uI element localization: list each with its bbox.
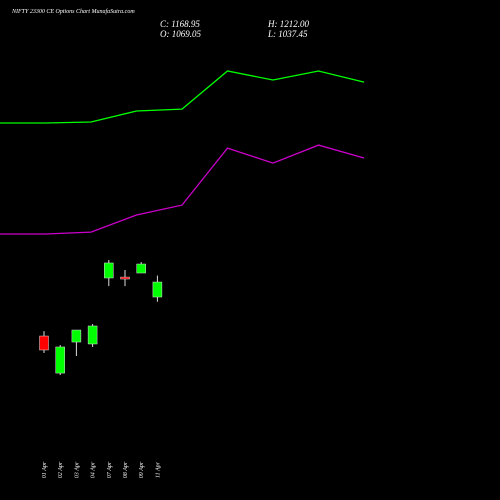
x-tick-label: 11 Apr (155, 461, 161, 478)
summary-close: C: 1168.95 (160, 19, 200, 29)
candle-body (55, 346, 65, 374)
summary-open: O: 1069.05 (160, 29, 201, 39)
x-tick-label: 03 Apr (74, 461, 80, 478)
summary-low: L: 1037.45 (267, 29, 308, 39)
x-tick-label: 07 Apr (107, 461, 113, 478)
candle-body (71, 329, 82, 343)
x-tick-label: 02 Apr (58, 461, 64, 478)
summary-high: H: 1212.00 (267, 19, 309, 29)
candle-body (120, 276, 130, 280)
candle-body (136, 263, 146, 274)
x-tick-label: 01 Apr (42, 461, 48, 478)
candle-body (87, 325, 98, 345)
candle-body (104, 262, 114, 279)
chart-title: NIFTY 23300 CE Options Chart MunafaSutra… (11, 8, 135, 15)
x-tick-label: 08 Apr (123, 461, 129, 478)
candle-body (152, 281, 163, 298)
indicator-line (0, 70, 365, 124)
candle-body (39, 335, 49, 351)
x-tick-label: 09 Apr (139, 461, 145, 478)
indicator-line (0, 144, 365, 235)
x-tick-label: 04 Apr (90, 461, 97, 478)
